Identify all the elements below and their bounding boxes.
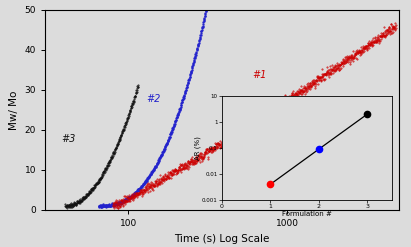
Text: #3: #3 [62, 134, 76, 144]
Y-axis label: Mw/ Mo: Mw/ Mo [9, 90, 19, 130]
Text: #1: #1 [252, 70, 267, 80]
Text: #2: #2 [146, 94, 161, 104]
X-axis label: Time (s) Log Scale: Time (s) Log Scale [174, 233, 270, 244]
